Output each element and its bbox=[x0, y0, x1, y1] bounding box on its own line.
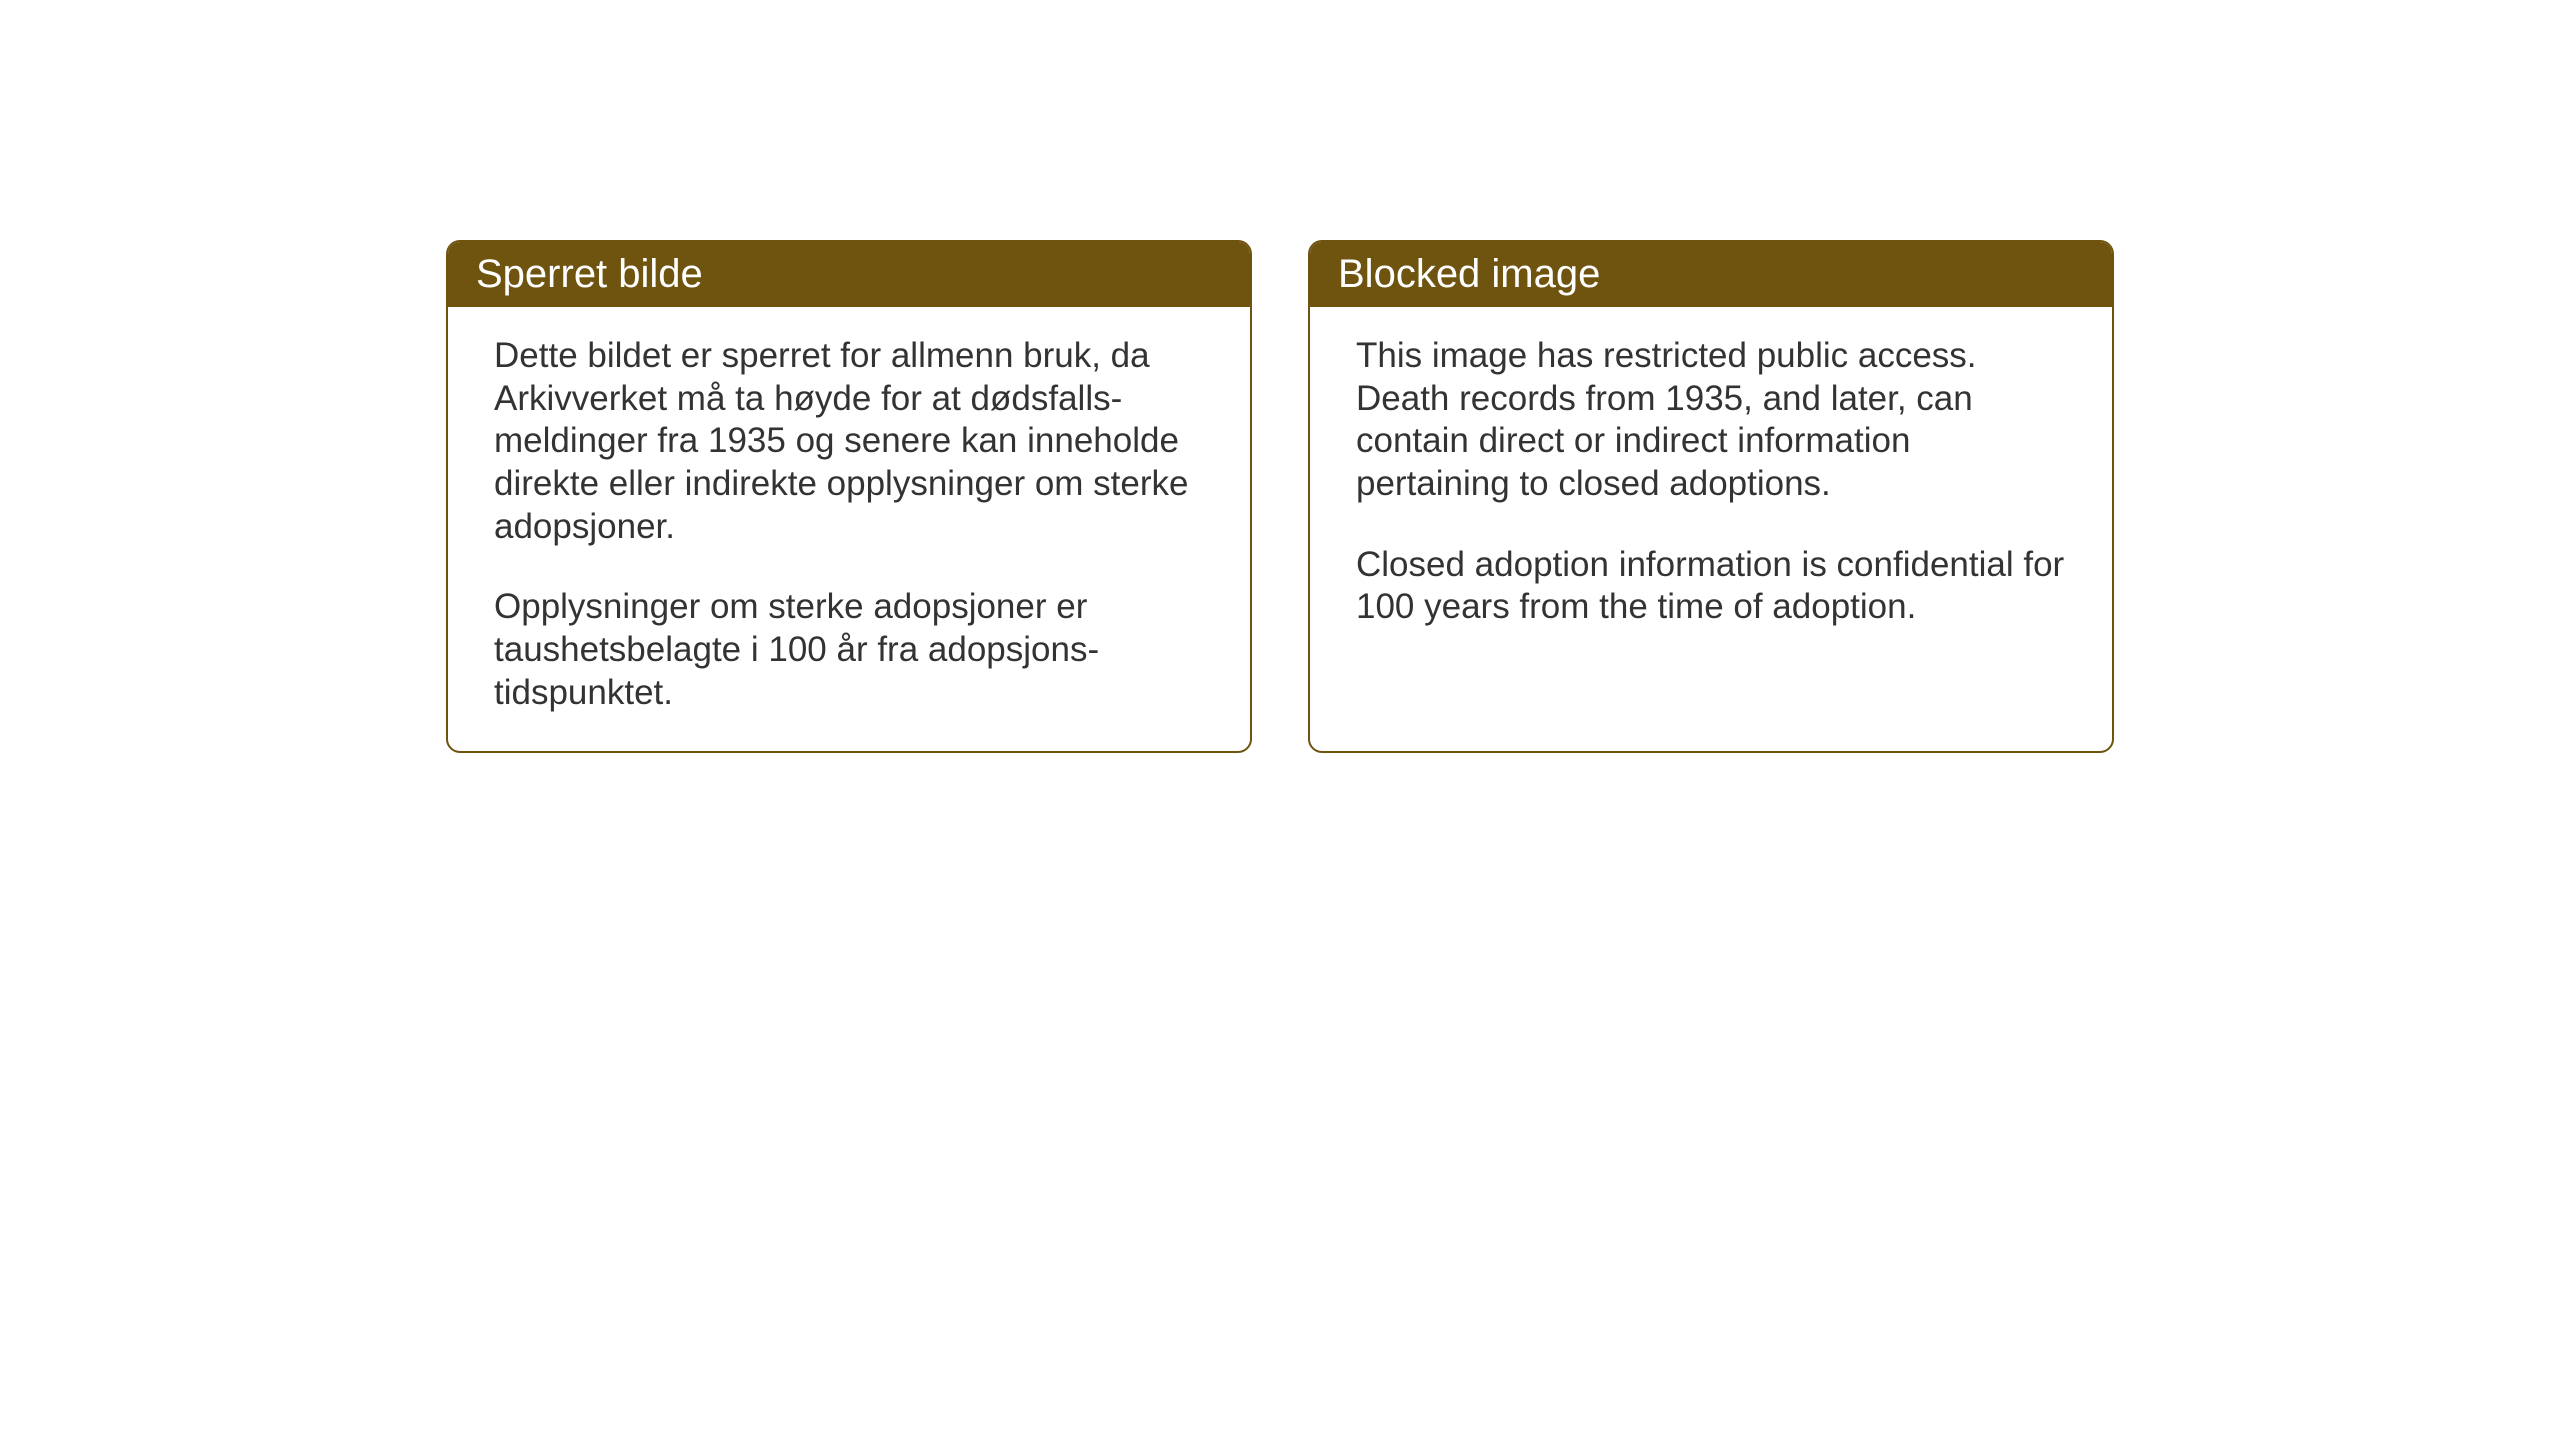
cards-container: Sperret bilde Dette bildet er sperret fo… bbox=[446, 240, 2114, 753]
card-norwegian-header: Sperret bilde bbox=[448, 242, 1250, 307]
card-norwegian-body: Dette bildet er sperret for allmenn bruk… bbox=[448, 307, 1250, 751]
card-english-paragraph-2: Closed adoption information is confident… bbox=[1356, 544, 2066, 629]
card-norwegian-paragraph-1: Dette bildet er sperret for allmenn bruk… bbox=[494, 335, 1204, 548]
card-english-paragraph-1: This image has restricted public access.… bbox=[1356, 335, 2066, 506]
card-norwegian-title: Sperret bilde bbox=[476, 252, 703, 296]
card-english: Blocked image This image has restricted … bbox=[1308, 240, 2114, 753]
card-english-header: Blocked image bbox=[1310, 242, 2112, 307]
card-norwegian-paragraph-2: Opplysninger om sterke adopsjoner er tau… bbox=[494, 586, 1204, 714]
card-english-title: Blocked image bbox=[1338, 252, 1600, 296]
card-norwegian: Sperret bilde Dette bildet er sperret fo… bbox=[446, 240, 1252, 753]
card-english-body: This image has restricted public access.… bbox=[1310, 307, 2112, 747]
